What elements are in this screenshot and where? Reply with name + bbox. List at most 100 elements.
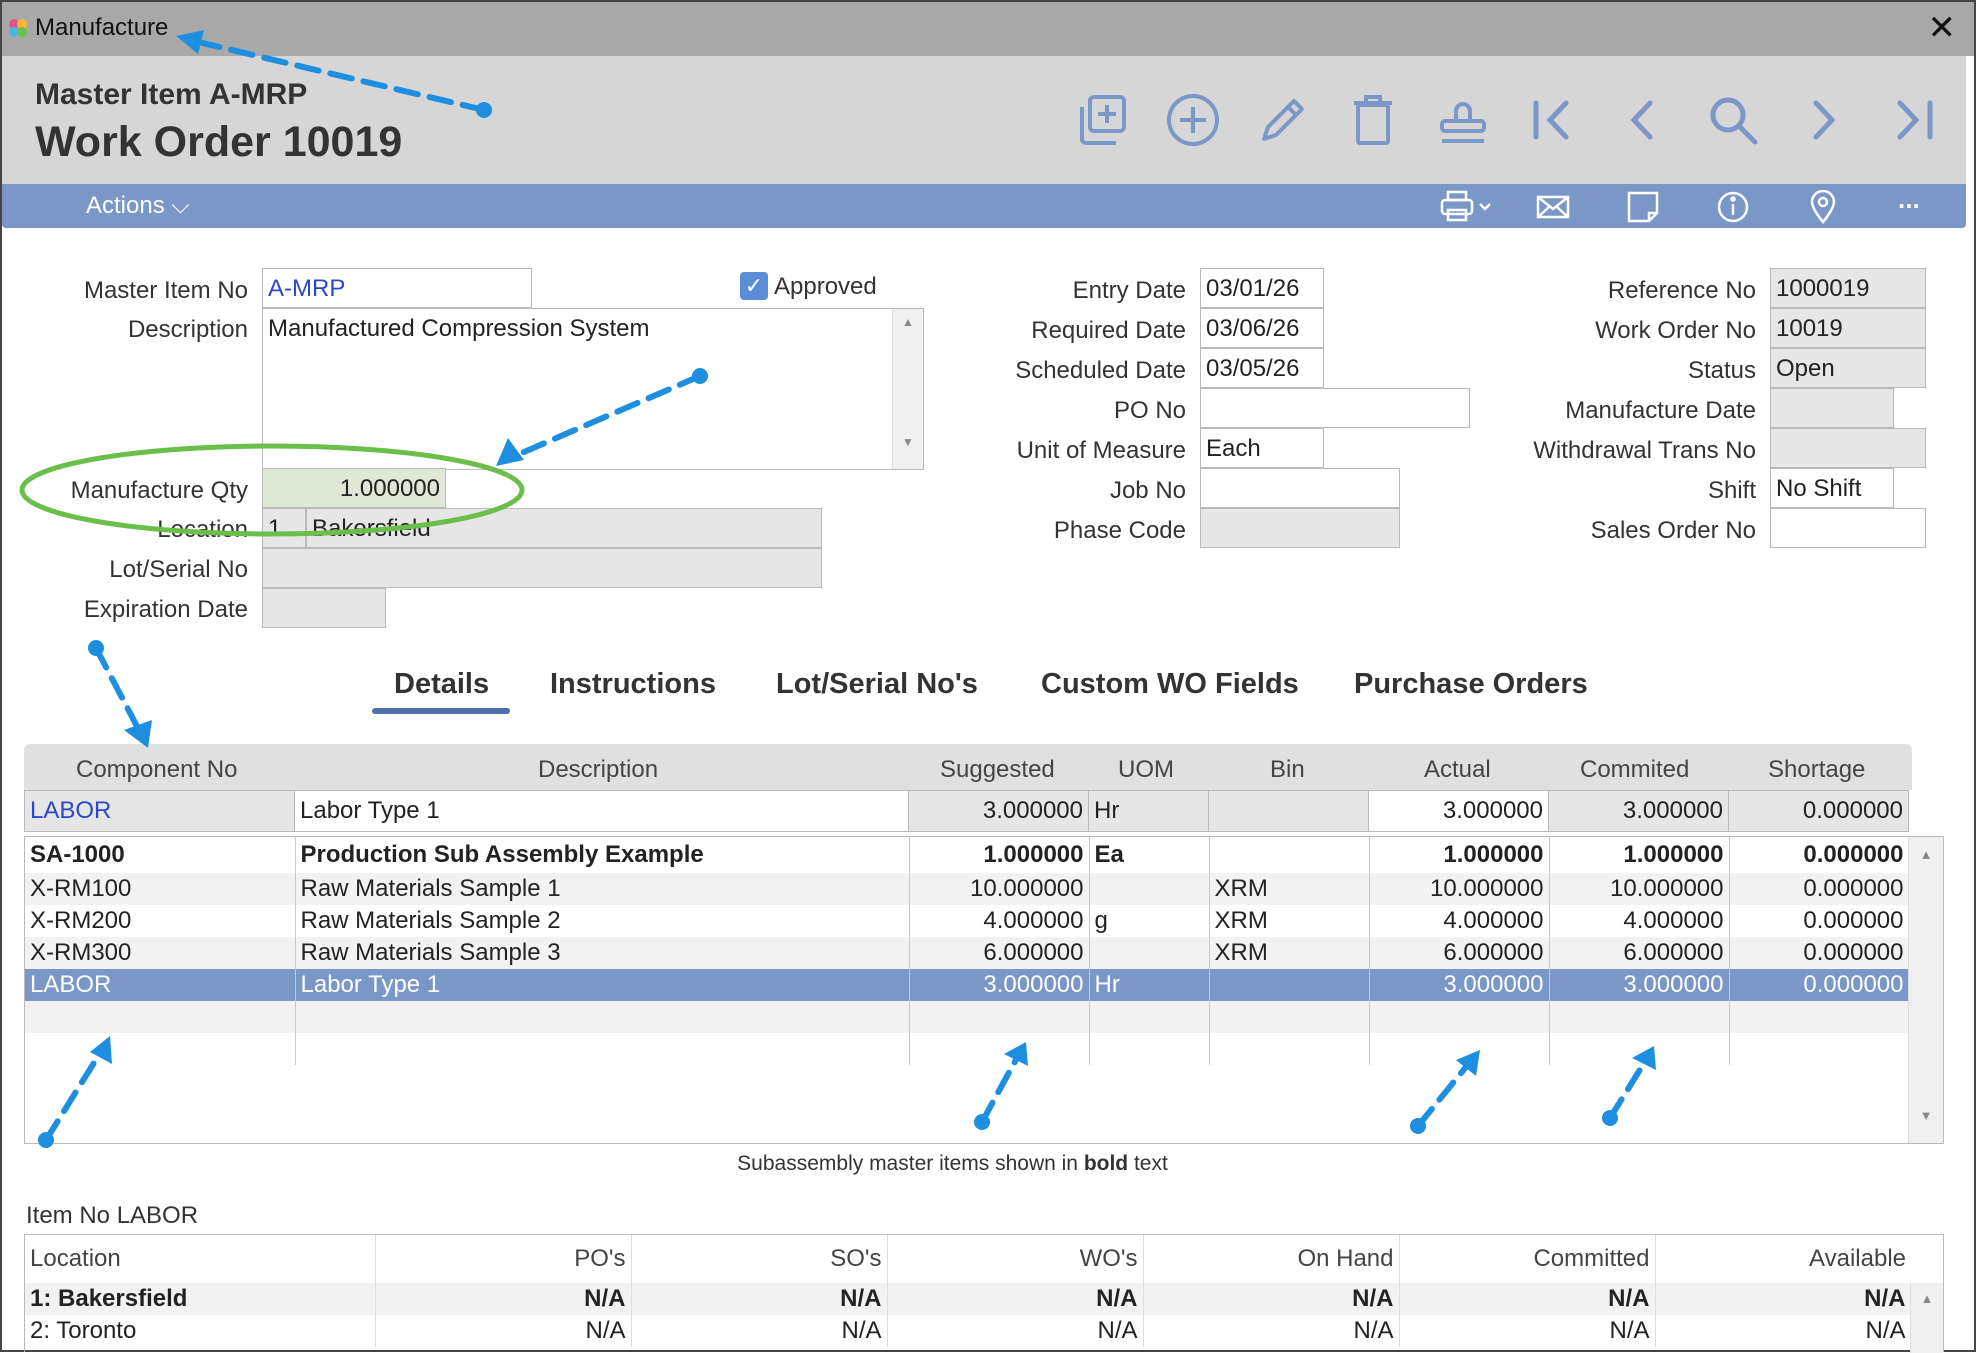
cell-description: Raw Materials Sample 3 xyxy=(295,937,910,969)
note-icon[interactable] xyxy=(1626,190,1660,224)
edit-row-bin[interactable] xyxy=(1208,790,1369,832)
inv-cell-on-hand: N/A xyxy=(1143,1315,1400,1347)
unit-of-measure-field[interactable]: Each xyxy=(1200,428,1324,468)
components-scrollbar[interactable]: ▲ ▼ xyxy=(1908,837,1943,1143)
delete-icon[interactable] xyxy=(1344,91,1402,149)
withdrawal-trans-no-label: Withdrawal Trans No xyxy=(1533,437,1756,464)
subassembly-note-bold: bold xyxy=(1083,1152,1129,1175)
inventory-scrollbar[interactable]: ▲ xyxy=(1910,1283,1943,1353)
shift-field[interactable]: No Shift xyxy=(1770,468,1894,508)
first-record-icon[interactable] xyxy=(1524,91,1582,149)
column-header-shortage[interactable]: Shortage xyxy=(1768,756,1866,783)
job-no-label: Job No xyxy=(1109,477,1186,504)
actions-menu-button[interactable]: Actions ⌵ xyxy=(86,192,190,219)
location-name-field[interactable]: Bakersfield xyxy=(306,508,822,548)
inv-col-sos[interactable]: SO's xyxy=(631,1235,888,1283)
next-record-icon[interactable] xyxy=(1794,91,1852,149)
description-textarea[interactable]: Manufactured Compression System ▲ ▼ xyxy=(262,308,924,470)
phase-code-label: Phase Code xyxy=(1053,517,1186,544)
approve-stamp-icon[interactable] xyxy=(1434,91,1492,149)
cell-uom xyxy=(1089,873,1210,905)
inv-col-pos[interactable]: PO's xyxy=(375,1235,632,1283)
job-no-field[interactable] xyxy=(1200,468,1400,508)
column-header-uom[interactable]: UOM xyxy=(1118,756,1174,783)
edit-row-actual[interactable]: 3.000000 xyxy=(1368,790,1549,832)
edit-icon[interactable] xyxy=(1254,91,1312,149)
column-header-description[interactable]: Description xyxy=(538,756,659,783)
column-header-commited[interactable]: Commited xyxy=(1580,756,1690,783)
info-icon[interactable] xyxy=(1716,190,1750,224)
tab-lot-serial-nos[interactable]: Lot/Serial No's xyxy=(776,668,978,700)
scheduled-date-field[interactable]: 03/05/26 xyxy=(1200,348,1324,388)
lot-serial-no-field[interactable] xyxy=(262,548,822,588)
list-item[interactable]: 2: Toronto N/A N/A N/A N/A N/A N/A xyxy=(25,1315,1912,1347)
manufacture-date-field[interactable] xyxy=(1770,388,1894,428)
column-header-actual[interactable]: Actual xyxy=(1424,756,1491,783)
inv-cell-location: 2: Toronto xyxy=(25,1315,376,1347)
cell-description: Raw Materials Sample 2 xyxy=(295,905,910,937)
table-row[interactable]: X-RM200 Raw Materials Sample 2 4.000000 g XR… xyxy=(25,905,1910,937)
inv-col-location[interactable]: Location xyxy=(25,1235,376,1283)
inv-col-committed[interactable]: Committed xyxy=(1399,1235,1656,1283)
cell-uom: Ea xyxy=(1089,837,1210,873)
entry-date-label: Entry Date xyxy=(1072,277,1186,304)
record-title: Work Order 10019 xyxy=(35,118,403,166)
add-icon[interactable] xyxy=(1164,91,1222,149)
approved-checkbox[interactable]: ✓ xyxy=(740,272,768,300)
tab-instructions[interactable]: Instructions xyxy=(550,668,716,700)
more-icon[interactable]: ... xyxy=(1898,184,1920,214)
tab-purchase-orders[interactable]: Purchase Orders xyxy=(1354,668,1588,700)
required-date-field[interactable]: 03/06/26 xyxy=(1200,308,1324,348)
tab-details[interactable]: Details xyxy=(394,668,490,700)
cell-actual: 4.000000 xyxy=(1369,905,1550,937)
copy-icon[interactable] xyxy=(1074,91,1132,149)
phase-code-field[interactable] xyxy=(1200,508,1400,548)
inv-col-available[interactable]: Available xyxy=(1809,1245,1906,1272)
column-header-bin[interactable]: Bin xyxy=(1270,756,1305,783)
master-item-no-field[interactable]: A-MRP xyxy=(262,268,532,308)
inv-col-wos[interactable]: WO's xyxy=(887,1235,1144,1283)
search-icon[interactable] xyxy=(1704,91,1762,149)
po-no-field[interactable] xyxy=(1200,388,1470,428)
location-code-field[interactable]: 1 xyxy=(262,508,306,548)
cell-commited: 10.000000 xyxy=(1549,873,1730,905)
edit-row-component-no[interactable]: LABOR xyxy=(24,790,295,832)
table-row[interactable]: X-RM100 Raw Materials Sample 1 10.000000 XR… xyxy=(25,873,1910,905)
scheduled-date-label: Scheduled Date xyxy=(1015,357,1186,384)
inv-scroll-up-icon[interactable]: ▲ xyxy=(1920,1291,1934,1306)
edit-row-description[interactable]: Labor Type 1 xyxy=(294,790,909,832)
inv-cell-on-hand: N/A xyxy=(1143,1283,1400,1315)
title-bar: Manufacture ✕ xyxy=(2,2,1974,56)
column-header-suggested[interactable]: Suggested xyxy=(940,756,1055,783)
tab-custom-wo-fields[interactable]: Custom WO Fields xyxy=(1041,668,1299,700)
cell-bin: XRM xyxy=(1209,937,1370,969)
sales-order-no-field[interactable] xyxy=(1770,508,1926,548)
close-icon[interactable]: ✕ xyxy=(1927,9,1957,47)
components-edit-row: LABOR Labor Type 1 3.000000 Hr 3.000000 … xyxy=(24,790,1909,832)
inv-col-on-hand[interactable]: On Hand xyxy=(1143,1235,1400,1283)
table-row[interactable] xyxy=(25,1033,1910,1065)
cell-actual: 6.000000 xyxy=(1369,937,1550,969)
cell-actual: 10.000000 xyxy=(1369,873,1550,905)
last-record-icon[interactable] xyxy=(1884,91,1942,149)
table-row[interactable] xyxy=(25,1001,1910,1033)
description-scrollbar[interactable]: ▲ ▼ xyxy=(892,309,923,469)
expiration-date-field[interactable] xyxy=(262,588,386,628)
cell-uom xyxy=(1089,1001,1210,1033)
cell-description xyxy=(295,1001,910,1033)
list-item[interactable]: 1: Bakersfield N/A N/A N/A N/A N/A N/A xyxy=(25,1283,1912,1315)
table-row[interactable]: X-RM300 Raw Materials Sample 3 6.000000 XRM… xyxy=(25,937,1910,969)
edit-row-shortage: 0.000000 xyxy=(1728,790,1909,832)
print-icon[interactable] xyxy=(1440,190,1496,224)
previous-record-icon[interactable] xyxy=(1614,91,1672,149)
column-header-component-no[interactable]: Component No xyxy=(76,756,238,783)
scroll-down-icon[interactable]: ▼ xyxy=(1919,1108,1933,1123)
entry-date-field[interactable]: 03/01/26 xyxy=(1200,268,1324,308)
scroll-up-icon[interactable]: ▲ xyxy=(1919,847,1933,862)
description-text: Manufactured Compression System xyxy=(268,315,650,342)
manufacture-qty-field[interactable]: 1.000000 xyxy=(262,468,446,508)
location-icon[interactable] xyxy=(1806,189,1840,224)
email-icon[interactable] xyxy=(1536,190,1570,224)
table-row[interactable]: LABOR Labor Type 1 3.000000 Hr 3.000000 3.000… xyxy=(25,969,1910,1001)
table-row[interactable]: SA-1000 Production Sub Assembly Example 1.… xyxy=(25,837,1910,873)
